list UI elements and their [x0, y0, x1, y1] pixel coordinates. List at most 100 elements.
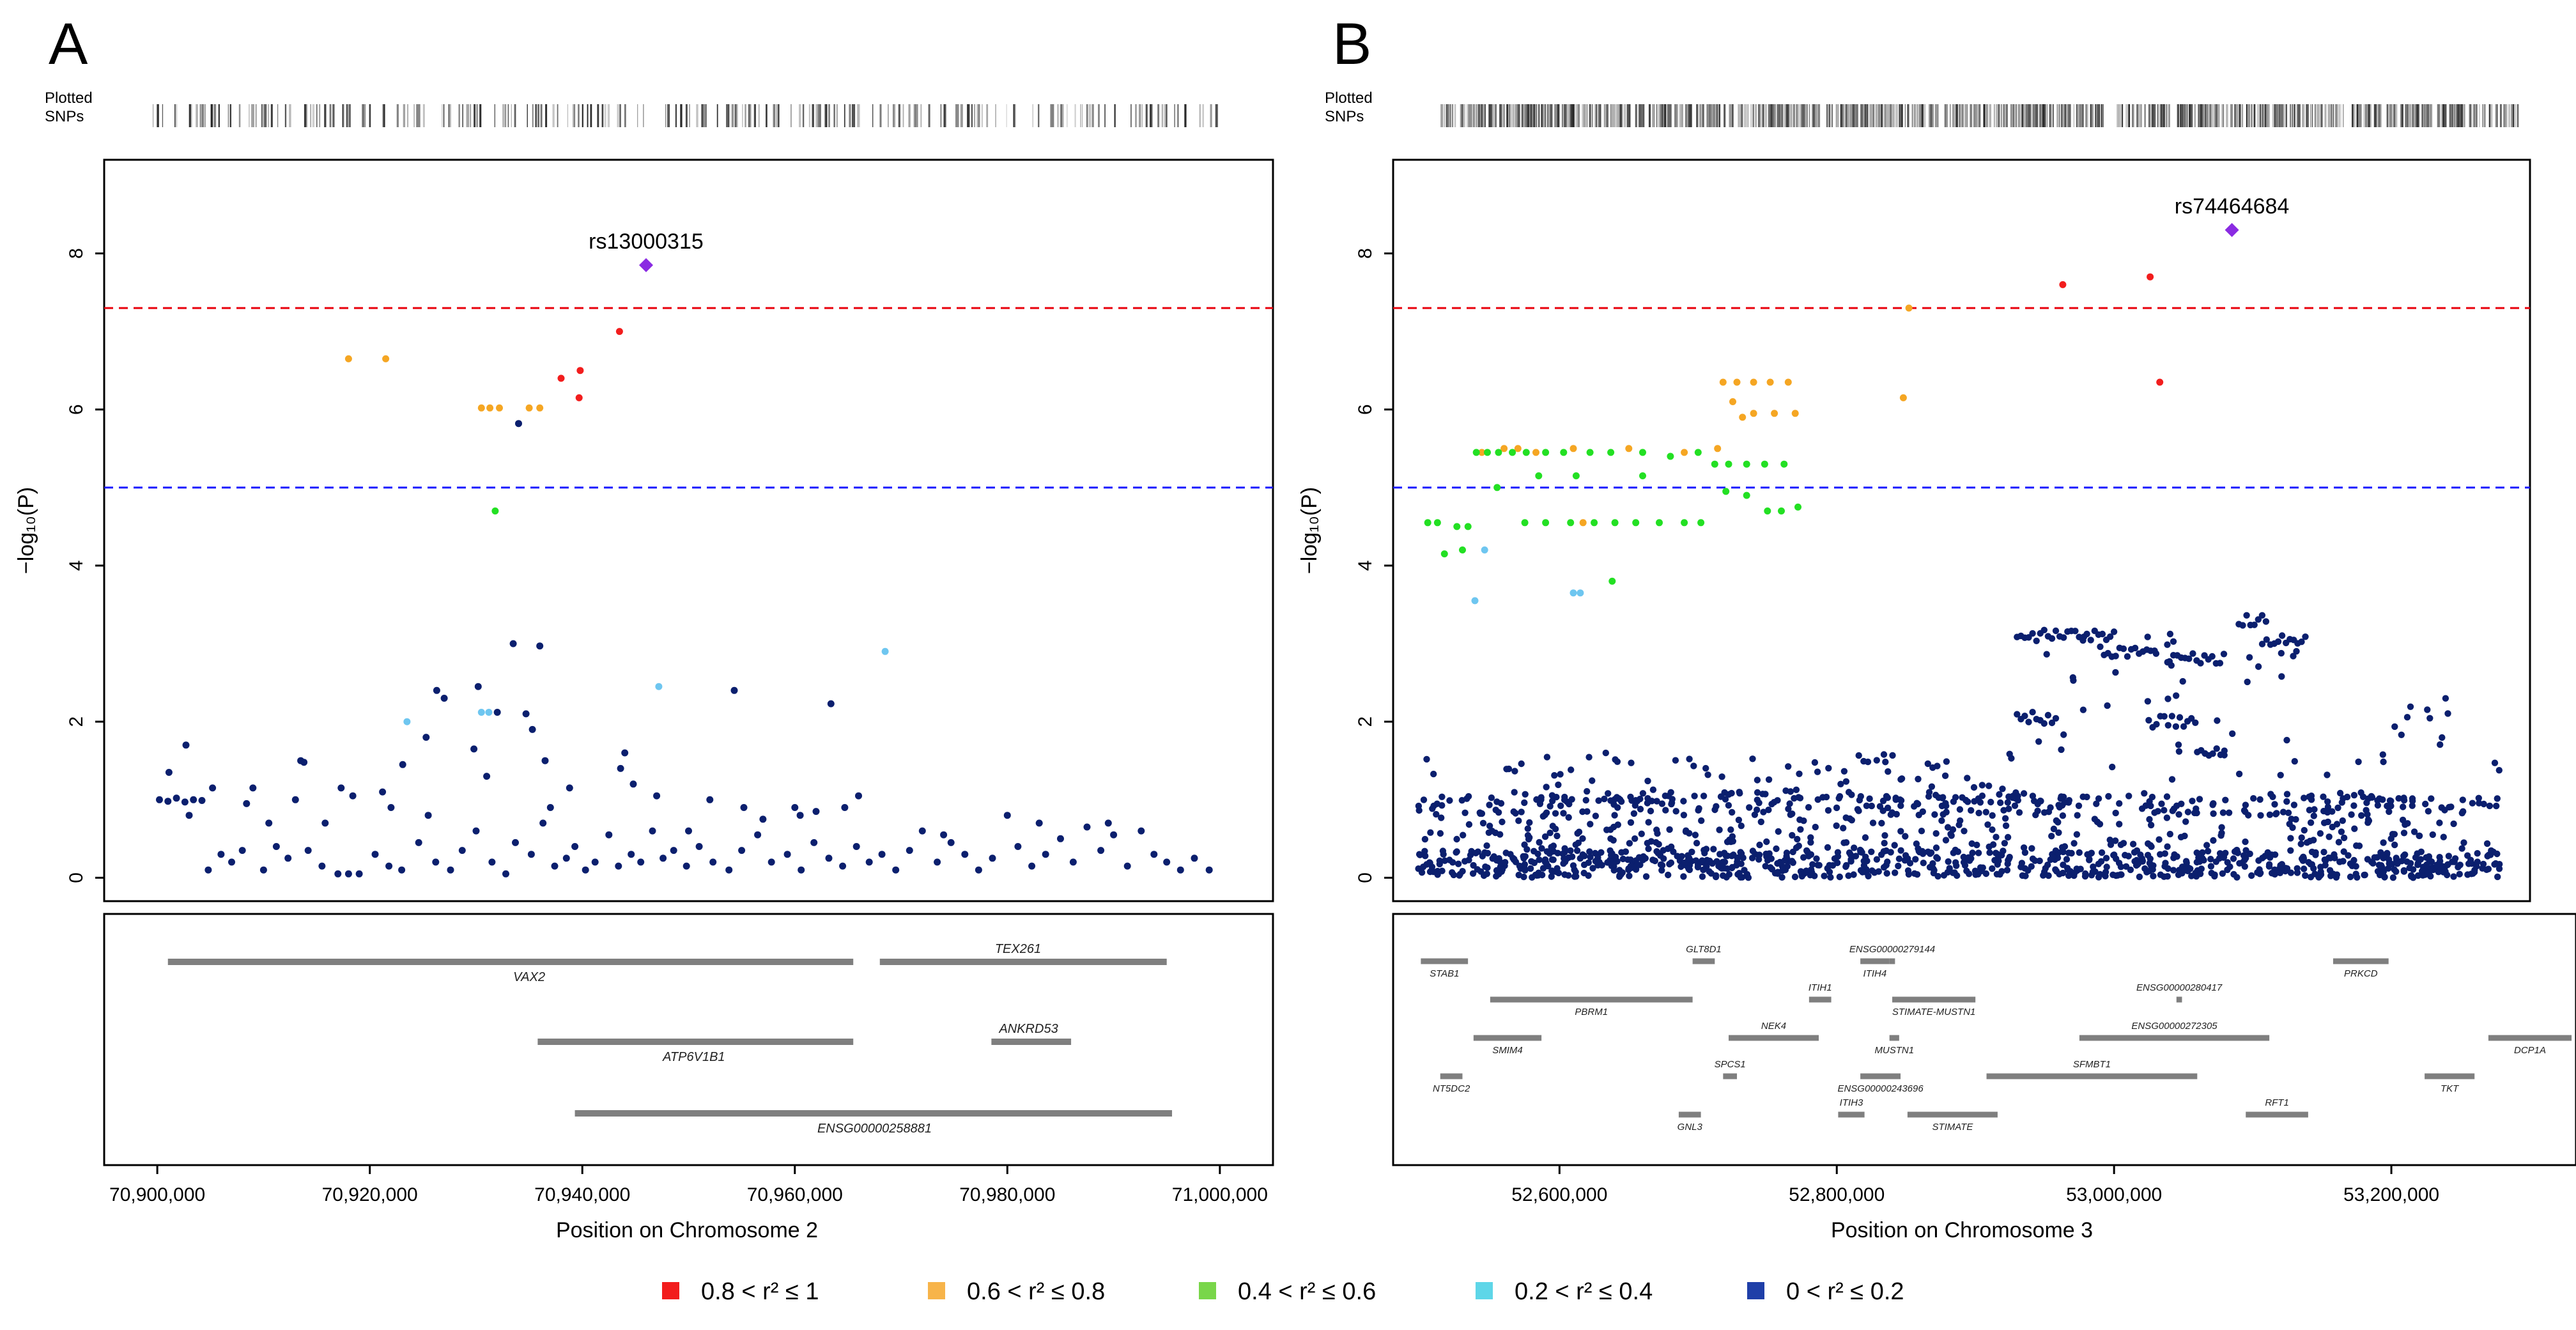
- panel-a-snp-points: [156, 328, 1213, 878]
- panel-b-snp-point: [1672, 757, 1679, 764]
- panel-a-snp-point: [706, 796, 714, 803]
- panel-b-snp-tick: [2203, 104, 2205, 127]
- panel-b-gene-bar: [1889, 1035, 1899, 1041]
- panel-b-snp-point: [1630, 810, 1638, 817]
- panel-b-snp-point: [2219, 870, 2226, 878]
- panel-a-snp-tick: [479, 104, 482, 127]
- panel-b-snp-point: [2355, 758, 2362, 766]
- panel-b-snp-point: [1767, 864, 1774, 871]
- panel-b-snp-tick: [1975, 104, 1977, 127]
- panel-b-snp-point: [1709, 860, 1716, 867]
- panel-a-snp-tick: [943, 104, 946, 127]
- panel-a-snp-tick: [228, 104, 229, 127]
- panel-b-snp-tick: [1738, 104, 1740, 127]
- panel-b-snp-point: [1722, 488, 1730, 495]
- panel-b-snp-tick: [2386, 104, 2389, 127]
- panel-b-snp-point: [1786, 800, 1793, 807]
- panel-b-snp-tick: [2149, 104, 2152, 127]
- panel-a-snp-tick: [263, 104, 265, 127]
- panel-b-snp-point: [2053, 817, 2060, 824]
- panel-b-snp-point: [1665, 871, 1672, 879]
- panel-b-snp-point: [1433, 519, 1441, 527]
- panel-b-snp-tick: [2356, 104, 2358, 127]
- panel-b-snp-point: [1807, 839, 1814, 846]
- panel-b-gene-label: STAB1: [1430, 968, 1459, 979]
- panel-b-snp-point: [1446, 856, 1453, 863]
- panel-b-snp-point: [1749, 755, 1756, 762]
- panel-b-snp-point: [1975, 849, 1982, 856]
- panel-a-snp-point: [685, 827, 692, 835]
- panel-b-snp-point: [1796, 794, 1804, 801]
- panel-b-snp-tick: [2456, 104, 2459, 127]
- panel-b-snp-tick: [1589, 104, 1591, 127]
- panel-b-snp-point: [2386, 797, 2394, 804]
- panel-b-snp-point: [2271, 870, 2278, 878]
- panel-b-snp-tick: [2430, 104, 2432, 127]
- panel-b-snp-point: [1996, 791, 2003, 798]
- panel-b-snp-tick: [2061, 104, 2063, 127]
- panel-b-snp-tick: [1529, 104, 1531, 127]
- panel-b-snp-point: [1595, 797, 1602, 804]
- panel-b-snp-point: [1495, 809, 1502, 816]
- panel-b-snp-tick: [1801, 104, 1804, 127]
- panel-b-snp-point: [2423, 861, 2430, 869]
- panel-b-snp-tick: [2057, 104, 2058, 127]
- panel-a-snp-tick: [422, 104, 425, 127]
- panel-b-snp-tick: [1762, 104, 1765, 127]
- panel-a-snp-point: [615, 328, 623, 336]
- panel-a-snp-point: [424, 812, 432, 819]
- panel-b-snp-tick: [2428, 104, 2429, 127]
- panel-b-snp-point: [1720, 865, 1728, 872]
- panel-a-xlabel: Position on Chromosome 2: [556, 1218, 818, 1242]
- panel-a-snp-tick: [1006, 104, 1007, 127]
- panel-b-snp-point: [2251, 621, 2258, 628]
- panel-b-snp-point: [1876, 803, 1884, 810]
- panel-b-snp-point: [1548, 792, 1556, 799]
- panel-b-snp-point: [1862, 834, 1869, 841]
- panel-b-snp-tick: [1952, 104, 1954, 127]
- panel-a-snp-tick: [753, 104, 756, 127]
- panel-b-snp-tick: [1629, 104, 1631, 127]
- panel-b-snp-tick: [1752, 104, 1755, 127]
- panel-b-snp-tick: [2439, 104, 2441, 127]
- panel-b-snp-point: [1912, 856, 1919, 863]
- panel-b-snp-tick: [2253, 104, 2256, 127]
- panel-b-snp-point: [2301, 865, 2308, 872]
- panel-a-snp-point: [204, 866, 212, 874]
- panel-b-snp-tick: [2151, 104, 2153, 127]
- panel-b-snp-point: [2306, 837, 2313, 845]
- panel-b-snp-point: [1460, 831, 1467, 839]
- panel-b-snp-point: [1863, 802, 1870, 810]
- panel-b-snp-point: [2144, 698, 2152, 705]
- panel-b-snp-point: [1915, 800, 1922, 808]
- panel-b-snp-point: [1796, 770, 1803, 778]
- panel-b-snp-point: [1750, 378, 1757, 386]
- panel-b-snp-point: [2486, 802, 2494, 810]
- panel-b-snp-point: [2391, 831, 2398, 838]
- panel-b-snp-point: [1625, 445, 1633, 452]
- panel-b-snp-tick: [2167, 104, 2170, 127]
- panel-b-snp-point: [1999, 785, 2006, 793]
- panel-b-snp-tick: [1597, 104, 1600, 127]
- panel-b-gene-bar: [1473, 1035, 1542, 1041]
- panel-b-snp-point: [2283, 736, 2290, 744]
- panel-b-snp-tick: [2068, 104, 2071, 127]
- panel-b-snp-tick: [1872, 104, 1875, 127]
- panel-a-snp-tick: [773, 104, 775, 127]
- panel-a-snp-tick: [545, 104, 548, 127]
- panel-b-snp-point: [2161, 850, 2168, 857]
- panel-b-snp-point: [2060, 731, 2067, 738]
- panel-a-snp-point: [1205, 866, 1213, 874]
- panel-b-snp-tick: [2021, 104, 2024, 127]
- panel-b-snp-point: [1589, 865, 1596, 872]
- panel-b-snp-point: [2361, 871, 2368, 879]
- panel-b-snp-tick: [2331, 104, 2333, 127]
- panel-b-snp-tick: [2410, 104, 2412, 127]
- panel-b-snp-tick: [2042, 104, 2045, 127]
- panel-b-snp-point: [1541, 856, 1549, 863]
- panel-b-snp-point: [2148, 793, 2156, 801]
- panel-b-snp-point: [2018, 860, 2026, 867]
- panel-b-snp-tick: [1805, 104, 1807, 127]
